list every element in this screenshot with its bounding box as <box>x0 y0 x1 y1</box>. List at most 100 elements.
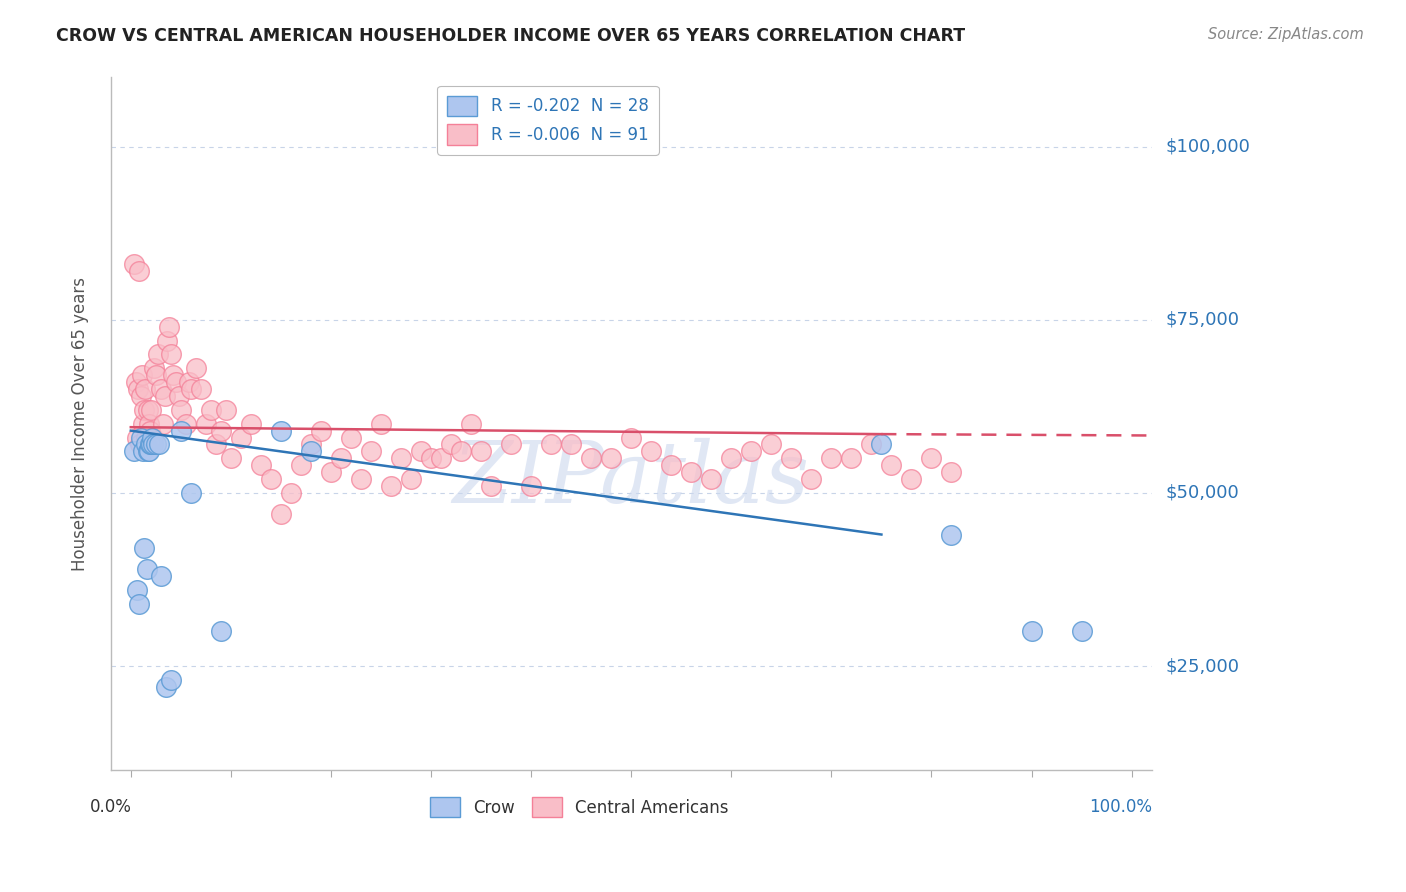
Point <box>1021 624 1043 639</box>
Point <box>761 437 783 451</box>
Point <box>640 444 662 458</box>
Point <box>360 444 382 458</box>
Point <box>146 347 169 361</box>
Point <box>170 402 193 417</box>
Point <box>136 402 159 417</box>
Point <box>399 472 422 486</box>
Point <box>174 417 197 431</box>
Point <box>450 444 472 458</box>
Point <box>430 451 453 466</box>
Point <box>135 562 157 576</box>
Point <box>681 465 703 479</box>
Point <box>148 437 170 451</box>
Point <box>125 431 148 445</box>
Point <box>152 417 174 431</box>
Point <box>149 382 172 396</box>
Point <box>135 437 157 451</box>
Point <box>141 431 163 445</box>
Point <box>139 424 162 438</box>
Point <box>900 472 922 486</box>
Point <box>156 334 179 348</box>
Point <box>740 444 762 458</box>
Point <box>209 624 232 639</box>
Point <box>142 361 165 376</box>
Point <box>479 479 502 493</box>
Point <box>142 431 165 445</box>
Point <box>290 458 312 473</box>
Point <box>132 444 155 458</box>
Text: CROW VS CENTRAL AMERICAN HOUSEHOLDER INCOME OVER 65 YEARS CORRELATION CHART: CROW VS CENTRAL AMERICAN HOUSEHOLDER INC… <box>56 27 966 45</box>
Point <box>132 541 155 556</box>
Point <box>820 451 842 466</box>
Point <box>520 479 543 493</box>
Point <box>131 368 153 383</box>
Text: ZIPatlas: ZIPatlas <box>453 438 810 520</box>
Point <box>138 417 160 431</box>
Text: 0.0%: 0.0% <box>90 797 132 815</box>
Point <box>470 444 492 458</box>
Point <box>250 458 273 473</box>
Point <box>941 527 963 541</box>
Point <box>370 417 392 431</box>
Point <box>128 597 150 611</box>
Point <box>136 444 159 458</box>
Point <box>780 451 803 466</box>
Point <box>330 451 353 466</box>
Point <box>700 472 723 486</box>
Point <box>128 264 150 278</box>
Point <box>200 402 222 417</box>
Point <box>153 389 176 403</box>
Point <box>170 424 193 438</box>
Point <box>720 451 742 466</box>
Point <box>560 437 582 451</box>
Point <box>180 486 202 500</box>
Point <box>299 437 322 451</box>
Point <box>409 444 432 458</box>
Point <box>132 417 155 431</box>
Point <box>135 431 157 445</box>
Point <box>157 319 180 334</box>
Point <box>162 368 184 383</box>
Point <box>219 451 242 466</box>
Text: $75,000: $75,000 <box>1166 310 1240 329</box>
Point <box>122 257 145 271</box>
Point <box>501 437 523 451</box>
Point <box>260 472 283 486</box>
Point <box>319 465 342 479</box>
Point <box>129 431 152 445</box>
Point <box>579 451 602 466</box>
Point <box>177 375 200 389</box>
Point <box>880 458 903 473</box>
Point <box>239 417 262 431</box>
Point <box>350 472 373 486</box>
Point <box>309 424 332 438</box>
Point <box>180 382 202 396</box>
Point <box>659 458 682 473</box>
Text: $25,000: $25,000 <box>1166 657 1240 675</box>
Point <box>380 479 402 493</box>
Point <box>420 451 443 466</box>
Point <box>159 347 181 361</box>
Point <box>139 437 162 451</box>
Point <box>139 437 162 451</box>
Point <box>841 451 863 466</box>
Text: 100.0%: 100.0% <box>1088 797 1152 815</box>
Point <box>145 437 167 451</box>
Point <box>122 444 145 458</box>
Point <box>135 437 157 451</box>
Point <box>125 582 148 597</box>
Point <box>870 437 893 451</box>
Point <box>800 472 823 486</box>
Point <box>194 417 217 431</box>
Point <box>134 382 156 396</box>
Point <box>159 673 181 687</box>
Point <box>190 382 212 396</box>
Point <box>280 486 302 500</box>
Point <box>620 431 643 445</box>
Point <box>941 465 963 479</box>
Point <box>600 451 623 466</box>
Y-axis label: Householder Income Over 65 years: Householder Income Over 65 years <box>72 277 89 571</box>
Point <box>125 375 148 389</box>
Point <box>920 451 942 466</box>
Legend: Crow, Central Americans: Crow, Central Americans <box>423 790 735 824</box>
